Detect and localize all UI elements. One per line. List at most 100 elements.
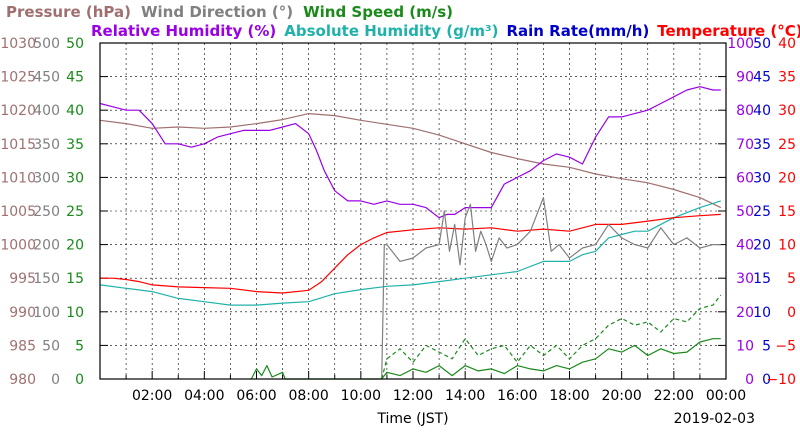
y-tick-label-humidity: 70 [736,137,754,153]
left-axes: 9809859909951000100510101015102010251030… [0,36,108,388]
y-tick-label-temperature: 35 [778,70,796,86]
y-tick-label-rain: 40 [753,103,771,119]
y-tick-label-rain: 0 [762,372,771,388]
y-tick-label-rain: 10 [753,305,771,321]
series-line-temperature [100,213,721,294]
y-tick-label-pressure: 990 [9,305,36,321]
legend-entry: Pressure (hPa) [6,3,131,21]
x-tick-label: 06:00 [236,388,276,404]
y-tick-label-wind_dir: 150 [33,271,60,287]
y-tick-label-rain: 5 [762,338,771,354]
y-tick-label-pressure: 1020 [0,103,36,119]
y-tick-label-wind_dir: 350 [33,137,60,153]
y-tick-label-temperature: 40 [778,36,796,52]
y-tick-label-wind_dir: 50 [42,338,60,354]
y-tick-label-pressure: 1005 [0,204,36,220]
x-tick-label: 10:00 [341,388,381,404]
legend-entry: Temperature (°C) [657,22,800,40]
y-tick-label-wind_speed: 35 [66,137,84,153]
y-tick-label-pressure: 1000 [0,238,36,254]
y-tick-label-wind_dir: 450 [33,70,60,86]
date-label: 2019-02-03 [674,411,755,427]
y-tick-label-temperature: 0 [787,305,796,321]
y-tick-label-wind_dir: 100 [33,305,60,321]
x-axis-label: Time (JST) [376,411,448,427]
y-tick-label-wind_dir: 250 [33,204,60,220]
legend-entry: Absolute Humidity (g/m³) [284,22,498,40]
chart-legend-header: Pressure (hPa) Wind Direction (°) Wind Spe… [6,3,800,40]
y-tick-label-wind_speed: 25 [66,204,84,220]
y-tick-label-pressure: 1025 [0,70,36,86]
x-tick-label: 20:00 [601,388,641,404]
right-axes: 0102030405060708090100051015202530354045… [718,36,796,388]
series-line-wind-speed-gust [381,294,722,380]
y-tick-label-wind_dir: 300 [33,170,60,186]
y-tick-label-wind_speed: 0 [75,372,84,388]
y-tick-label-wind_speed: 5 [75,338,84,354]
y-tick-label-humidity: 100 [727,36,754,52]
y-tick-label-humidity: 80 [736,103,754,119]
series-group [99,86,722,380]
y-tick-label-rain: 50 [753,36,771,52]
y-tick-label-pressure: 1010 [0,170,36,186]
y-tick-label-rain: 45 [753,70,771,86]
y-tick-label-humidity: 20 [736,305,754,321]
y-tick-label-rain: 20 [753,238,771,254]
series-line-pressure [99,112,722,209]
y-tick-label-humidity: 10 [736,338,754,354]
y-tick-label-wind_dir: 500 [33,36,60,52]
y-tick-label-temperature: 20 [778,170,796,186]
y-tick-label-wind_speed: 15 [66,271,84,287]
y-tick-label-humidity: 60 [736,170,754,186]
y-tick-label-rain: 15 [753,271,771,287]
y-tick-label-humidity: 30 [736,271,754,287]
series-line-wind-direction [381,197,721,380]
y-tick-label-rain: 30 [753,170,771,186]
y-tick-label-temperature: 25 [778,137,796,153]
series-line-wind-speed-avg [250,338,721,380]
x-tick-label: 22:00 [654,388,694,404]
series-line-relative-humidity [99,86,721,219]
x-tick-label: 12:00 [393,388,433,404]
y-tick-label-wind_speed: 10 [66,305,84,321]
series-line-absolute-humidity [99,200,721,306]
legend-entry: Wind Direction (°) [141,3,293,21]
y-tick-label-temperature: 10 [778,238,796,254]
plot-frame [99,42,727,380]
y-tick-label-humidity: 50 [736,204,754,220]
y-tick-label-pressure: 1015 [0,137,36,153]
y-tick-label-rain: 25 [753,204,771,220]
x-tick-label: 18:00 [549,388,589,404]
y-tick-label-pressure: 995 [9,271,36,287]
y-tick-label-wind_dir: 200 [33,238,60,254]
y-tick-label-wind_speed: 50 [66,36,84,52]
y-tick-label-wind_speed: 40 [66,103,84,119]
x-tick-label: 08:00 [288,388,328,404]
y-tick-label-wind_speed: 45 [66,70,84,86]
y-tick-label-temperature: −10 [766,372,796,388]
y-tick-label-humidity: 0 [745,372,754,388]
y-tick-label-temperature: 30 [778,103,796,119]
legend-entry: Rain Rate(mm/h) [506,22,649,40]
y-tick-label-temperature: 15 [778,204,796,220]
y-tick-label-pressure: 980 [9,372,36,388]
y-tick-label-wind_dir: 0 [51,372,60,388]
x-tick-label: 00:00 [706,388,746,404]
y-tick-label-humidity: 90 [736,70,754,86]
y-tick-label-wind_speed: 30 [66,170,84,186]
x-tick-label: 16:00 [497,388,537,404]
x-tick-label: 04:00 [184,388,224,404]
y-tick-label-wind_speed: 20 [66,238,84,254]
y-tick-label-wind_dir: 400 [33,103,60,119]
y-tick-label-humidity: 40 [736,238,754,254]
y-tick-label-pressure: 1030 [0,36,36,52]
y-tick-label-rain: 35 [753,137,771,153]
x-tick-label: 14:00 [445,388,485,404]
y-tick-label-temperature: −5 [775,338,796,354]
legend-entry: Wind Speed (m/s) [303,3,453,21]
chart-grid [100,43,726,379]
legend-entry: Relative Humidity (%) [91,22,276,40]
x-tick-label: 02:00 [132,388,172,404]
y-tick-label-pressure: 985 [9,338,36,354]
